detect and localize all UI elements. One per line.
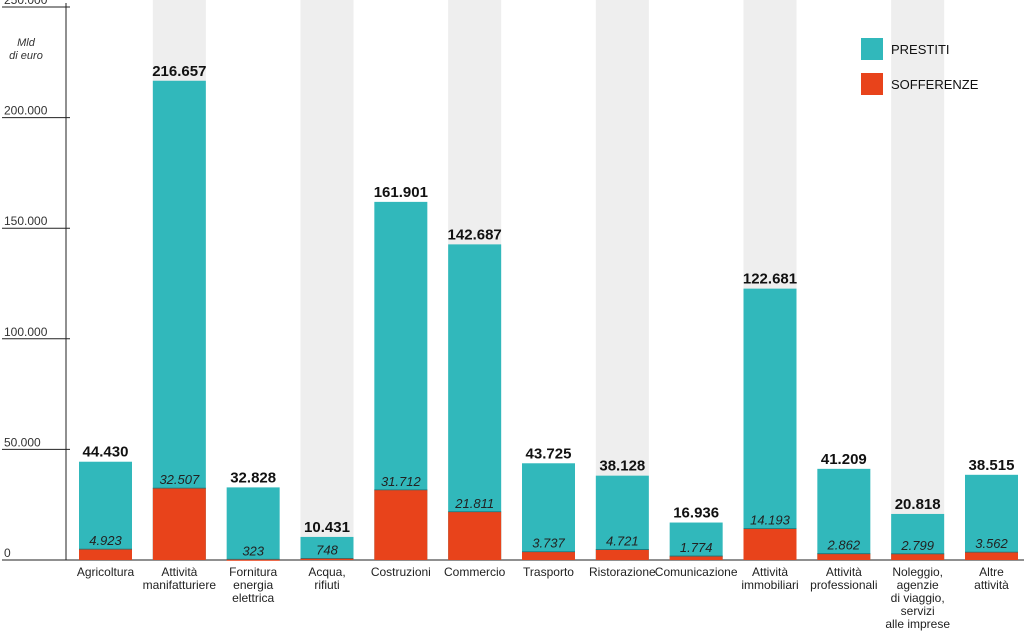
data-label-prestiti: 20.818 (895, 496, 941, 513)
legend-label-sofferenze: SOFFERENZE (891, 77, 979, 92)
x-tick-label: energia (233, 578, 273, 592)
y-tick-label: 250.000 (4, 0, 48, 7)
legend-label-prestiti: PRESTITI (891, 42, 950, 57)
data-label-sofferenze: 4.923 (89, 533, 122, 548)
bar-prestiti (817, 468, 871, 560)
x-tick-label: Altre (979, 565, 1004, 579)
x-tick-label: Agricoltura (77, 565, 135, 579)
x-tick-label: Attività (752, 565, 788, 579)
bar-prestiti (448, 244, 502, 561)
data-label-prestiti: 142.687 (448, 226, 502, 243)
bar-sofferenze (374, 489, 428, 560)
x-tick-label: Costruzioni (371, 565, 431, 579)
data-label-prestiti: 38.128 (599, 458, 645, 475)
legend-swatch-sofferenze (861, 73, 883, 95)
y-tick-label: 100.000 (4, 325, 48, 339)
y-tick-label: 200.000 (4, 104, 48, 118)
x-tick-label: immobiliari (741, 578, 798, 592)
x-tick-label: Trasporto (523, 565, 574, 579)
x-tick-label: di viaggio, (891, 591, 945, 605)
data-label-sofferenze: 2.862 (827, 538, 861, 553)
bar-sofferenze (152, 488, 206, 560)
bar-prestiti (522, 463, 575, 560)
x-tick-label: Ristorazione (589, 565, 656, 579)
x-tick-label: attività (974, 578, 1009, 592)
bar-sofferenze (669, 556, 723, 560)
data-label-sofferenze: 31.712 (381, 474, 422, 489)
x-tick-label: rifiuti (314, 578, 339, 592)
bar-prestiti (595, 475, 649, 560)
bar-prestiti (965, 474, 1018, 560)
bar-sofferenze (448, 511, 502, 560)
data-label-prestiti: 32.828 (230, 469, 276, 486)
x-axis-labels: Agricoltura AttivitàmanifatturiereFornitu… (77, 565, 1009, 631)
x-tick-label: Acqua, (308, 565, 345, 579)
bar-sofferenze (226, 559, 280, 561)
x-tick-label: Comunicazione (655, 565, 738, 579)
x-tick-label: Commercio (444, 565, 506, 579)
data-label-prestiti: 16.936 (673, 505, 719, 522)
bar-sofferenze (522, 551, 575, 560)
column-stripe (595, 0, 649, 560)
bar-sofferenze (595, 549, 649, 560)
x-tick-label: manifatturiere (143, 578, 217, 592)
bar-prestiti (300, 536, 354, 560)
bar-sofferenze (79, 549, 132, 560)
x-tick-label: agenzie (897, 578, 939, 592)
data-label-sofferenze: 21.811 (454, 496, 494, 511)
bar-sofferenze (300, 558, 354, 560)
data-label-sofferenze: 2.799 (900, 538, 934, 553)
unit-label-line-2: di euro (9, 50, 43, 62)
column-stripe (300, 0, 354, 560)
bar-sofferenze (743, 528, 797, 560)
data-label-prestiti: 38.515 (969, 457, 1015, 474)
data-label-prestiti: 43.725 (526, 445, 572, 462)
data-labels: 44.430 4.923 216.657 32.507 32.828 323 10.431 7… (83, 63, 1015, 559)
data-label-prestiti: 44.430 (83, 444, 129, 461)
bar-sofferenze (817, 553, 871, 560)
data-label-sofferenze: 3.737 (532, 536, 565, 551)
bar-sofferenze (891, 553, 945, 560)
data-label-sofferenze: 1.774 (680, 540, 713, 555)
bar-prestiti (743, 288, 797, 560)
data-label-prestiti: 10.431 (304, 519, 350, 536)
y-tick-label: 50.000 (4, 435, 41, 449)
data-label-prestiti: 216.657 (152, 63, 206, 80)
bars (79, 80, 1018, 561)
bar-prestiti (152, 80, 206, 561)
column-stripe (891, 0, 945, 560)
data-label-sofferenze: 323 (242, 543, 264, 558)
data-label-prestiti: 122.681 (743, 271, 797, 288)
data-label-sofferenze: 4.721 (606, 534, 639, 549)
x-tick-label: Noleggio, (892, 565, 943, 579)
data-label-sofferenze: 3.562 (975, 536, 1008, 551)
data-label-prestiti: 41.209 (821, 451, 867, 468)
bar-sofferenze (965, 552, 1018, 560)
data-label-sofferenze: 748 (316, 542, 338, 557)
x-tick-label: alle imprese (885, 617, 950, 631)
y-tick-label: 150.000 (4, 214, 48, 228)
unit-label-line-1: Mld (17, 37, 36, 49)
data-label-sofferenze: 14.193 (750, 513, 791, 528)
bar-prestiti (226, 487, 280, 560)
legend: PRESTITI SOFFERENZE (861, 38, 979, 95)
data-label-sofferenze: 32.507 (159, 472, 200, 487)
bar-prestiti (669, 522, 723, 560)
x-tick-label: Attività (161, 565, 197, 579)
data-label-prestiti: 161.901 (374, 184, 428, 201)
legend-swatch-prestiti (861, 38, 883, 60)
x-tick-label: professionali (810, 578, 877, 592)
x-tick-label: elettrica (232, 591, 274, 605)
bar-prestiti (79, 461, 132, 560)
y-tick-label: 0 (4, 546, 11, 560)
x-tick-label: Attività (826, 565, 862, 579)
bar-prestiti (891, 513, 945, 560)
x-tick-label: Fornitura (229, 565, 277, 579)
x-tick-label: servizi (901, 604, 935, 618)
